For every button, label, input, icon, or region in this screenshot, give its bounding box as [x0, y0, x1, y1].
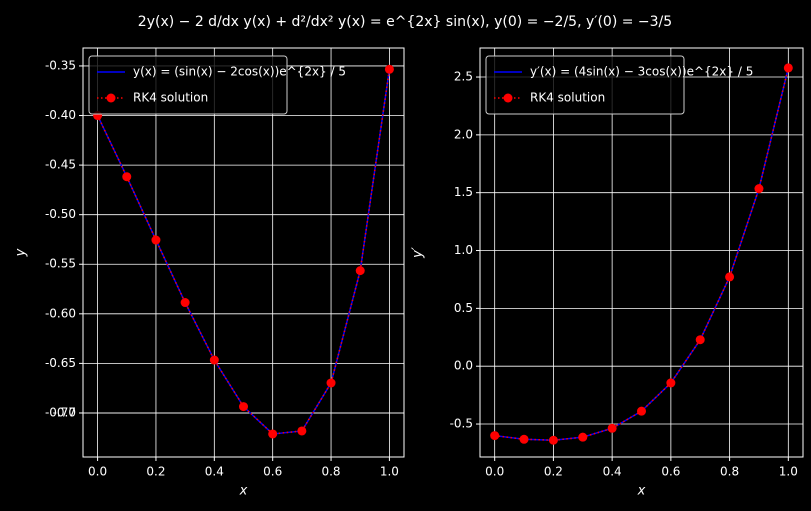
y-tick-label: -0.7	[53, 405, 76, 419]
y-tick-label: -0.60	[45, 306, 76, 320]
marker	[355, 266, 365, 276]
y-tick-label: -0.40	[45, 108, 76, 122]
x-tick-label: 0.4	[205, 465, 224, 479]
x-tick-label: 0.0	[485, 465, 504, 479]
y-tick-label: 1.5	[454, 185, 473, 199]
y-tick-label: 0.0	[454, 359, 473, 373]
y-tick-label: 1.0	[454, 243, 473, 257]
x-tick-label: 0.6	[263, 465, 282, 479]
marker	[268, 429, 278, 439]
y-tick-label: -0.35	[45, 58, 76, 72]
x-axis-label: x	[239, 484, 248, 499]
marker	[239, 402, 248, 412]
marker	[384, 64, 394, 74]
x-tick-label: 0.2	[544, 465, 563, 479]
marker	[725, 272, 735, 282]
x-tick-label: 1.0	[779, 465, 798, 479]
marker	[578, 432, 588, 442]
x-tick-label: 0.4	[603, 465, 622, 479]
marker	[122, 172, 132, 182]
y-tick-label: 2.0	[454, 127, 473, 141]
marker	[180, 298, 190, 308]
legend-box	[485, 55, 685, 115]
x-axis-label: x	[637, 484, 646, 499]
legend-box	[88, 55, 288, 115]
legend-label: y′(x) = (4sin(x) − 3cos(x))e^{2x} / 5	[530, 65, 753, 79]
marker	[637, 406, 646, 416]
y-tick-label: -0.45	[45, 158, 76, 172]
marker	[490, 431, 500, 441]
marker	[297, 426, 307, 436]
legend-marker	[106, 93, 116, 103]
y-axis-label: y′	[411, 247, 426, 259]
legend-label: RK4 solution	[133, 91, 208, 105]
x-tick-label: 0.8	[720, 465, 739, 479]
y-tick-label: -0.5	[450, 417, 473, 431]
marker	[209, 355, 219, 365]
marker	[548, 435, 558, 445]
y-axis-label: y	[14, 248, 29, 257]
x-tick-label: 0.6	[661, 465, 680, 479]
legend-label: y(x) = (sin(x) − 2cos(x))e^{2x} / 5	[133, 65, 346, 79]
axes-frame	[82, 47, 405, 458]
marker	[666, 378, 676, 388]
marker	[519, 434, 529, 444]
marker	[607, 423, 617, 433]
x-tick-label: 0.8	[321, 465, 340, 479]
x-tick-label: 0.2	[146, 465, 165, 479]
x-tick-label: 1.0	[380, 465, 399, 479]
y-tick-label: 2.5	[454, 70, 473, 84]
marker	[754, 184, 764, 194]
x-tick-label: 0.0	[88, 465, 107, 479]
marker	[326, 378, 336, 388]
marker	[695, 335, 705, 345]
y-tick-label: 0.5	[454, 301, 473, 315]
y-tick-label: -0.70	[45, 405, 76, 419]
y-tick-label: -0.50	[45, 207, 76, 221]
legend-label: RK4 solution	[530, 91, 605, 105]
y-tick-label: -0.65	[45, 356, 76, 370]
marker	[783, 63, 793, 73]
marker	[151, 235, 161, 245]
y-tick-label: -0.55	[45, 257, 76, 271]
axes-frame	[479, 47, 804, 458]
legend-marker	[503, 93, 513, 103]
figure-title: 2y(x) − 2 d/dx y(x) + d²/dx² y(x) = e^{2…	[138, 14, 672, 30]
